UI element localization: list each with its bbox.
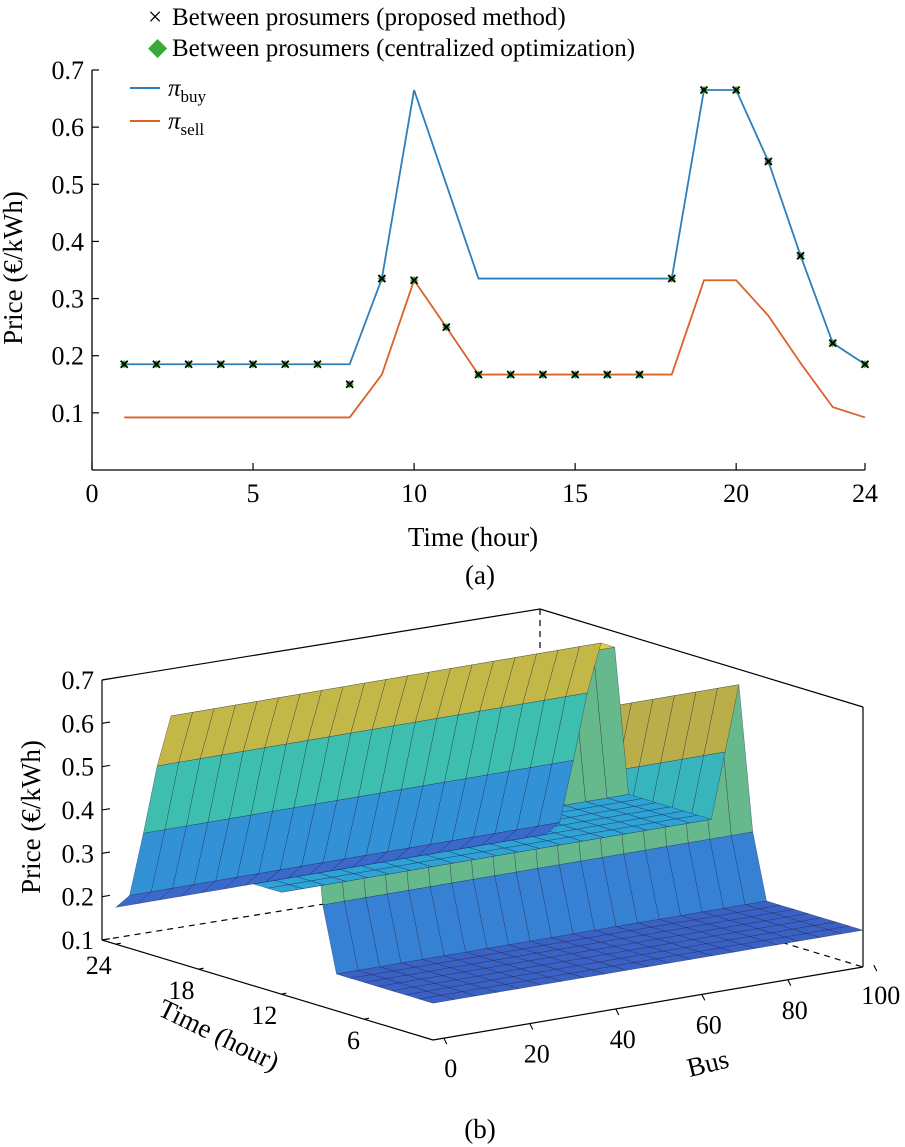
chart-a-marker-proposed bbox=[732, 85, 741, 95]
chart-b-bus-tick bbox=[529, 1023, 534, 1030]
chart-a-legend: × Between prosumers (proposed method) ◆ … bbox=[130, 4, 635, 139]
chart-a-x-tick-label: 20 bbox=[723, 479, 749, 508]
chart-a-marker-proposed bbox=[409, 276, 419, 285]
chart-b-z-tick bbox=[101, 938, 111, 941]
chart-b-zlabel: Price (€/kWh) bbox=[16, 740, 46, 894]
chart-b-z-tick-label: 0.5 bbox=[62, 753, 95, 782]
chart-b-z-tick-label: 0.7 bbox=[62, 666, 95, 695]
legend-label-buy: πbuy bbox=[168, 75, 207, 106]
chart-a-marker-proposed bbox=[442, 323, 451, 332]
chart-a-marker-proposed bbox=[570, 370, 580, 379]
chart-b-bus-tick-label: 60 bbox=[696, 1010, 722, 1039]
chart-b-time-tick bbox=[115, 942, 121, 945]
chart-a-marker-proposed bbox=[860, 360, 870, 369]
chart-b-bus-tick-label: 80 bbox=[782, 996, 808, 1025]
chart-a-marker-proposed bbox=[377, 274, 387, 283]
chart-b-z-tick-label: 0.6 bbox=[62, 709, 95, 738]
chart-b-bus-tick-label: 0 bbox=[444, 1054, 457, 1083]
panel-label-a: (a) bbox=[465, 560, 495, 590]
chart-a-y-tick-label: 0.1 bbox=[52, 399, 85, 428]
chart-b-bus-tick bbox=[615, 1008, 620, 1016]
chart-b-z-tick bbox=[101, 764, 111, 768]
chart-a-marker-proposed bbox=[538, 370, 548, 379]
chart-a-marker-proposed bbox=[667, 274, 676, 283]
panel-label-b: (b) bbox=[464, 1114, 495, 1144]
chart-b-z-tick bbox=[101, 721, 111, 724]
chart-b-time-tick-label: 12 bbox=[251, 1001, 277, 1030]
legend-label-sell: πsell bbox=[168, 108, 204, 139]
chart-a-marker-proposed bbox=[796, 251, 805, 260]
chart-a-marker-proposed bbox=[603, 370, 612, 379]
chart-a-marker-proposed bbox=[764, 157, 773, 166]
chart-a-y-tick-label: 0.2 bbox=[52, 342, 85, 371]
chart-b-z-tick-label: 0.3 bbox=[62, 839, 95, 868]
chart-a-marker-proposed bbox=[216, 360, 225, 369]
chart-a-x-tick-label: 15 bbox=[562, 479, 588, 508]
chart-a-marker-proposed bbox=[281, 360, 290, 369]
chart-b-bus-tick-label: 20 bbox=[524, 1040, 550, 1069]
chart-b-time-tick-label: 6 bbox=[347, 1026, 360, 1055]
chart-a-ylabel: Price (€/kWh) bbox=[0, 191, 28, 345]
chart-a-x-tick-label: 0 bbox=[86, 479, 99, 508]
chart-a-x-tick-label: 5 bbox=[247, 479, 260, 508]
legend-label-proposed: Between prosumers (proposed method) bbox=[172, 4, 566, 31]
chart-a-marker-proposed bbox=[828, 339, 837, 348]
chart-a-y-tick-label: 0.3 bbox=[52, 285, 85, 314]
chart-b-time-tick bbox=[281, 992, 287, 995]
chart-b-bus-label: Bus bbox=[684, 1044, 732, 1083]
chart-a-series-line-sell bbox=[124, 278, 866, 419]
chart-b-bus-tick bbox=[787, 979, 792, 987]
legend-marker-centralized: ◆ bbox=[148, 34, 168, 61]
chart-b-z-tick-label: 0.2 bbox=[62, 883, 95, 912]
chart-a-series-line-buy bbox=[124, 89, 866, 366]
chart-a-marker-proposed bbox=[313, 360, 322, 369]
chart-b-bus-tick bbox=[443, 1037, 448, 1045]
chart-b-z-tick bbox=[101, 851, 111, 854]
chart-b-bus-tick-label: 40 bbox=[610, 1025, 636, 1054]
chart-a-y-tick-label: 0.5 bbox=[52, 170, 85, 199]
chart-b-z-tick-label: 0.4 bbox=[62, 796, 95, 825]
chart-b-time-tick bbox=[198, 967, 204, 970]
chart-b-bus-tick-label: 100 bbox=[861, 981, 900, 1010]
chart-a-marker-proposed bbox=[506, 370, 515, 379]
chart-a-marker-proposed bbox=[184, 360, 193, 369]
chart-b-time-tick-label: 24 bbox=[86, 951, 112, 980]
chart-b-time-tick-label: 18 bbox=[169, 976, 195, 1005]
chart-a-marker-proposed bbox=[120, 360, 129, 369]
chart-b-bus-tick bbox=[873, 964, 878, 972]
legend-label-centralized: Between prosumers (centralized optimizat… bbox=[172, 35, 635, 62]
chart-b-surface bbox=[114, 642, 864, 1004]
chart-a-marker-proposed bbox=[248, 360, 258, 369]
chart-a-marker-proposed bbox=[474, 370, 483, 379]
chart-a-xlabel: Time (hour) bbox=[408, 522, 538, 552]
chart-a-axes: 0 5 10 15 20 24 0.1 0.2 0.3 0.4 0.5 0.6 0.7 bbox=[52, 56, 879, 508]
chart-b-z-tick bbox=[101, 894, 111, 898]
chart-a-marker-proposed bbox=[345, 380, 354, 389]
chart-b-z-tick bbox=[101, 678, 111, 681]
chart-b-z-tick-label: 0.1 bbox=[62, 926, 95, 955]
chart-a-x-tick-label: 24 bbox=[852, 479, 878, 508]
chart-b-surface-patch bbox=[114, 891, 152, 908]
surface-chart-b: 0.10.20.30.40.50.60.72418126020406080100… bbox=[16, 608, 901, 1144]
line-chart-a: × Between prosumers (proposed method) ◆ … bbox=[0, 4, 878, 590]
chart-a-y-tick-label: 0.6 bbox=[52, 113, 85, 142]
chart-a-marker-proposed bbox=[699, 85, 709, 95]
chart-a-y-tick-label: 0.7 bbox=[52, 56, 85, 85]
legend-marker-proposed: × bbox=[148, 4, 162, 31]
chart-a-x-tick-label: 10 bbox=[401, 479, 427, 508]
chart-b-time-tick bbox=[363, 1017, 370, 1020]
chart-b-z-tick bbox=[101, 808, 111, 811]
chart-a-marker-proposed bbox=[152, 360, 161, 369]
chart-a-y-tick-label: 0.4 bbox=[52, 227, 85, 256]
chart-b-bus-tick bbox=[701, 994, 706, 1001]
chart-a-marker-proposed bbox=[635, 370, 644, 379]
